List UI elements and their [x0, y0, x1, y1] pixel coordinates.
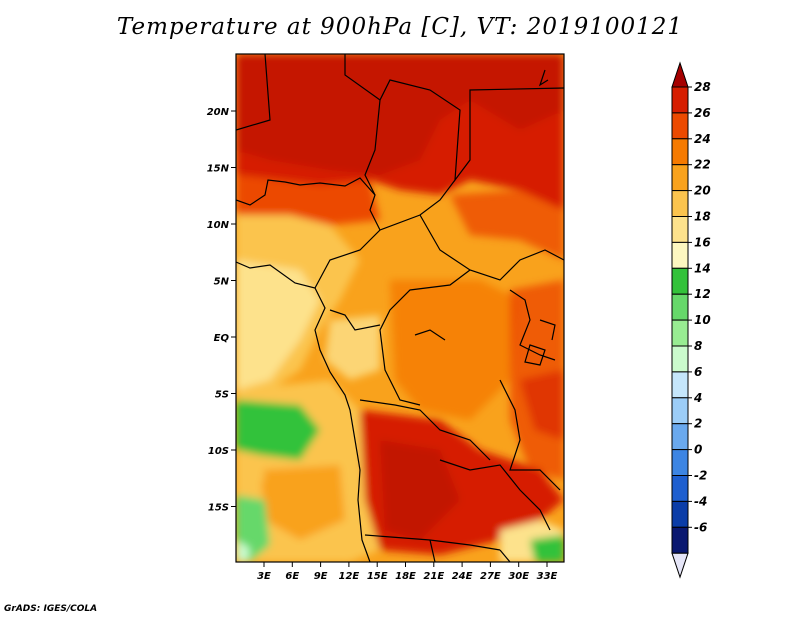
lon-tick-label: 30E: [508, 571, 529, 582]
chart-title: Temperature at 900hPa [C], VT: 201910012…: [116, 14, 684, 40]
colorbar-label: 28: [694, 80, 711, 94]
colorbar-label: -4: [694, 494, 707, 508]
colorbar-segment: [671, 500, 689, 528]
colorbar-label: 10: [694, 313, 711, 327]
lon-tick-label: 12E: [339, 571, 360, 582]
colorbar-segment: [671, 293, 689, 321]
colorbar-label: 26: [694, 106, 711, 120]
colorbar-label: -2: [694, 469, 707, 483]
colorbar-top-arrow: [671, 61, 689, 88]
colorbar-label: 14: [694, 261, 711, 275]
colorbar-label: 12: [694, 287, 711, 301]
lon-tick-label: 9E: [314, 571, 328, 582]
colorbar-label: 4: [693, 391, 702, 405]
colorbar-segment: [671, 138, 689, 166]
colorbar-label: 24: [694, 132, 711, 146]
colorbar-bottom-arrow: [671, 552, 689, 579]
colorbar-segment: [671, 86, 689, 114]
lon-tick-label: 33E: [537, 571, 558, 582]
colorbar-label: 0: [694, 443, 702, 457]
lat-tick-label: 15N: [207, 164, 230, 175]
colorbar-segment: [671, 164, 689, 192]
colorbar-segment: [671, 319, 689, 347]
lon-tick-label: 27E: [480, 571, 501, 582]
colorbar-segment: [671, 345, 689, 373]
lat-tick-label: 5S: [215, 390, 229, 401]
colorbar-segment: [671, 475, 689, 502]
lon-tick-label: 3E: [257, 571, 271, 582]
colorbar-segment: [671, 449, 689, 477]
lon-tick-label: 21E: [423, 571, 444, 582]
lon-tick-label: 15E: [367, 571, 388, 582]
lat-tick-label: 10S: [208, 446, 229, 457]
colorbar-label: 20: [694, 184, 711, 198]
lat-tick-label: 10N: [207, 220, 230, 231]
colorbar-segment: [671, 112, 689, 140]
lon-tick-label: 24E: [452, 571, 473, 582]
colorbar-label: -6: [694, 520, 707, 534]
colorbar-segment: [671, 423, 689, 451]
latitude-axis: 20N 15N 10N 5N EQ 5S 10S 15S: [207, 107, 236, 514]
colorbar-segment: [671, 241, 689, 269]
credit-label: GrADS: IGES/COLA: [4, 604, 98, 614]
colorbar-segment: [671, 216, 689, 243]
colorbar-segment: [671, 267, 689, 295]
colorbar-label: 2: [694, 417, 702, 431]
lat-tick-label: 15S: [208, 503, 229, 514]
temperature-field: [236, 54, 564, 562]
colorbar-segment: [671, 371, 689, 399]
colorbar-label: 22: [694, 158, 711, 172]
colorbar-label: 6: [694, 365, 702, 379]
lon-tick-label: 18E: [395, 571, 416, 582]
lon-tick-label: 6E: [285, 571, 299, 582]
lat-tick-label: 20N: [207, 107, 230, 118]
map-frame: [235, 53, 565, 563]
colorbar-label: 8: [694, 339, 702, 353]
lat-tick-label: EQ: [214, 333, 230, 344]
colorbar-label: 18: [694, 210, 711, 224]
colorbar-segment: [671, 397, 689, 425]
colorbar-segment: [671, 190, 689, 218]
longitude-axis: 3E 6E 9E 12E 15E 18E 21E 24E 27E 30E 33E: [257, 562, 558, 582]
colorbar-label: 16: [694, 235, 711, 249]
country-borders: [236, 54, 564, 562]
lat-tick-label: 5N: [214, 277, 230, 288]
colorbar-segment: [671, 526, 689, 554]
